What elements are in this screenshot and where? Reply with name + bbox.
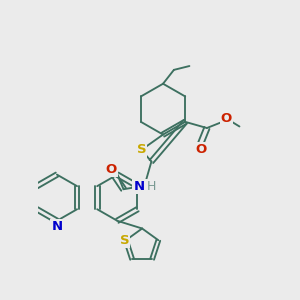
Text: N: N bbox=[51, 220, 62, 233]
Text: O: O bbox=[195, 143, 206, 156]
Text: S: S bbox=[119, 234, 129, 247]
Text: N: N bbox=[134, 180, 145, 194]
Text: S: S bbox=[136, 143, 146, 157]
Text: H: H bbox=[147, 180, 156, 194]
Text: O: O bbox=[220, 112, 232, 125]
Text: O: O bbox=[106, 163, 117, 176]
